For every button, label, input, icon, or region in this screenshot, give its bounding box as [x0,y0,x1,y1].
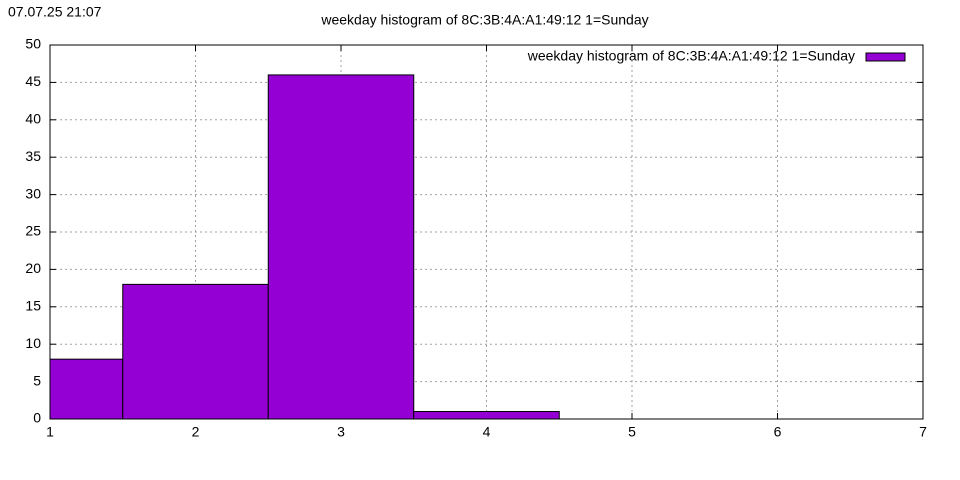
legend-swatch [865,52,906,62]
y-tick-label: 35 [25,148,41,164]
y-tick-label: 0 [33,410,41,426]
y-tick-label: 20 [25,260,41,276]
timestamp: 07.07.25 21:07 [8,4,102,20]
y-tick-label: 45 [25,73,41,89]
bar [267,74,415,419]
y-tick-label: 40 [25,111,41,127]
y-tick-label: 15 [25,298,41,314]
plot-area [50,74,560,419]
legend-label: weekday histogram of 8C:3B:4A:A1:49:12 1… [527,48,855,64]
bar [122,283,269,419]
y-tick-label: 25 [25,223,41,239]
x-tick-label: 3 [337,424,345,440]
x-tick-label: 1 [46,424,54,440]
x-tick-label: 2 [192,424,200,440]
y-tick-label: 30 [25,185,41,201]
chart-title: weekday histogram of 8C:3B:4A:A1:49:12 1… [320,12,648,28]
x-tick-label: 5 [628,424,636,440]
y-tick-label: 10 [25,335,41,351]
x-tick-label: 4 [483,424,491,440]
plot-border [49,44,924,420]
x-tick-label: 6 [774,424,782,440]
bar [413,411,560,419]
y-tick-label: 5 [33,372,41,388]
y-tick-label: 50 [25,36,41,52]
x-tick-label: 7 [919,424,927,440]
bar [50,358,124,419]
